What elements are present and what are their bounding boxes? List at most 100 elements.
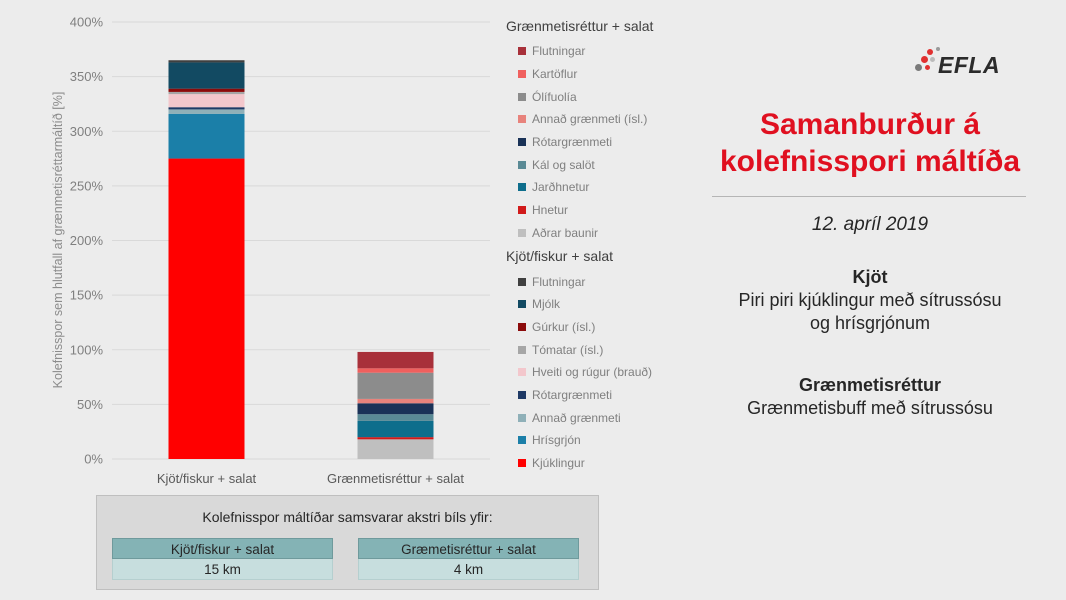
bar-segment [357, 403, 434, 415]
km-col-meat: Kjöt/fiskur + salat 15 km [112, 538, 333, 580]
side-date: 12. apríl 2019 [811, 214, 929, 235]
km-head-meat: Kjöt/fiskur + salat [112, 538, 333, 559]
logo-text: EFLA [938, 52, 1001, 78]
legend-label: Flutningar [532, 274, 586, 289]
legend-item: Ólífuolía [506, 85, 696, 108]
bars [168, 60, 434, 459]
legend-item: Hnetur [506, 199, 696, 222]
legend-swatch [518, 70, 526, 79]
y-tick-label: 100% [70, 342, 104, 357]
legend-swatch [518, 92, 526, 101]
legend-label: Flutningar [532, 44, 586, 59]
legend-swatch [518, 183, 526, 192]
side-title: Samanburður á kolefnisspori máltíða [712, 106, 1028, 180]
bar-segment [357, 368, 434, 373]
meal-veg: Grænmetisréttur Grænmetisbuff með sítrus… [712, 374, 1028, 420]
legend-swatch [518, 459, 526, 468]
bar-segment [168, 94, 245, 108]
bar-segment [357, 420, 434, 438]
legend-swatch [518, 390, 526, 399]
legend-label: Annað grænmeti (ísl.) [532, 112, 648, 127]
km-comparison-box: Kolefnisspor máltíðar samsvarar akstri b… [96, 495, 599, 590]
bar-segment [168, 113, 245, 159]
legend-label: Gúrkur (ísl.) [532, 319, 596, 334]
legend-label: Aðrar baunir [532, 225, 599, 240]
meal-meat-line1: Piri piri kjúklingur með sítrussósu [738, 290, 1002, 310]
stacked-bar-chart: 0% 50% 100% 150% 200% 250% 300% 350% 400% Kjöt/f… [51, 15, 490, 486]
legend-item: Aðrar baunir [506, 222, 696, 245]
km-value-meat: 15 km [112, 559, 333, 580]
legend-swatch [518, 368, 526, 377]
y-axis-label: Kolefnisspor sem hlutfall af grænmetisré… [51, 92, 65, 389]
legend-item: Kjúklingur [506, 452, 696, 475]
legend-item: Gúrkur (ísl.) [506, 316, 696, 339]
legend-swatch [518, 228, 526, 237]
legend-item: Flutningar [506, 270, 696, 293]
km-col-veg: Græmetisréttur + salat 4 km [358, 538, 579, 580]
legend-item: Mjólk [506, 293, 696, 316]
legend-label: Hrísgrjón [532, 433, 581, 448]
legend-label: Annað grænmeti [532, 410, 621, 425]
bar-segment [168, 158, 245, 459]
bar-segment [168, 109, 245, 114]
meal-meat: Kjöt Piri piri kjúklingur með sítrussósu… [712, 266, 1028, 335]
legend-swatch [518, 277, 526, 286]
km-title: Kolefnisspor máltíðar samsvarar akstri b… [202, 509, 493, 525]
legend-item: Annað grænmeti (ísl.) [506, 108, 696, 131]
legend-label: Kartöflur [532, 67, 578, 82]
legend: Grænmetisréttur + salat Flutningar Kartöfl… [506, 14, 696, 474]
bar-segment [357, 398, 434, 404]
km-value-veg: 4 km [358, 559, 579, 580]
legend-item: Jarðhnetur [506, 176, 696, 199]
legend-swatch [518, 345, 526, 354]
legend-group-title: Grænmetisréttur + salat [506, 18, 654, 34]
bar-segment [168, 91, 245, 95]
legend-swatch [518, 115, 526, 124]
efla-logo: EFLA [912, 46, 1022, 82]
legend-group-title: Kjöt/fiskur + salat [506, 248, 613, 265]
legend-item: Flutningar [506, 40, 696, 63]
y-tick-label: 250% [70, 178, 104, 193]
y-tick-label: 400% [70, 15, 104, 30]
legend-item: Rótargrænmeti [506, 384, 696, 407]
side-title-line2: kolefnisspori máltíða [719, 145, 1021, 178]
legend-item: Hveiti og rúgur (brauð) [506, 361, 696, 384]
legend-swatch [518, 322, 526, 331]
bar-segment [357, 372, 434, 399]
x-axis-ticks: Kjöt/fiskur + salat Grænmetisréttur + sal… [157, 471, 465, 486]
legend-item: Tómatar (ísl.) [506, 338, 696, 361]
legend-label: Hveiti og rúgur (brauð) [532, 365, 653, 380]
legend-swatch [518, 206, 526, 215]
side-title-line1: Samanburður á [759, 108, 981, 141]
meal-veg-heading: Grænmetisréttur [798, 375, 942, 395]
y-tick-label: 150% [70, 288, 104, 303]
bar-segment [168, 62, 245, 89]
legend-swatch [518, 436, 526, 445]
legend-swatch [518, 413, 526, 422]
bar-segment [168, 88, 245, 92]
legend-label: Kál og salöt [532, 157, 595, 172]
bar-segment [168, 60, 245, 63]
legend-item: Hrísgrjón [506, 429, 696, 452]
bar-segment [357, 439, 434, 459]
bar-segment [168, 107, 245, 110]
x-tick-label: Kjöt/fiskur + salat [157, 471, 257, 486]
legend-label: Tómatar (ísl.) [532, 342, 604, 357]
km-head-veg: Græmetisréttur + salat [358, 538, 579, 559]
legend-label: Rótargrænmeti [532, 387, 613, 402]
legend-swatch [518, 160, 526, 169]
meal-meat-heading: Kjöt [852, 267, 888, 287]
y-tick-label: 300% [70, 124, 104, 139]
x-tick-label: Grænmetisréttur + salat [327, 471, 464, 486]
legend-item: Kál og salöt [506, 153, 696, 176]
legend-label: Mjólk [532, 297, 561, 312]
meal-meat-line2: og hrísgrjónum [809, 313, 931, 333]
bar-segment [357, 414, 434, 421]
y-tick-label: 50% [77, 397, 103, 412]
legend-swatch [518, 47, 526, 56]
legend-swatch [518, 300, 526, 309]
legend-item: Rótargrænmeti [506, 131, 696, 154]
side-divider [712, 196, 1026, 197]
legend-label: Rótargrænmeti [532, 135, 613, 150]
bar-segment [357, 437, 434, 440]
